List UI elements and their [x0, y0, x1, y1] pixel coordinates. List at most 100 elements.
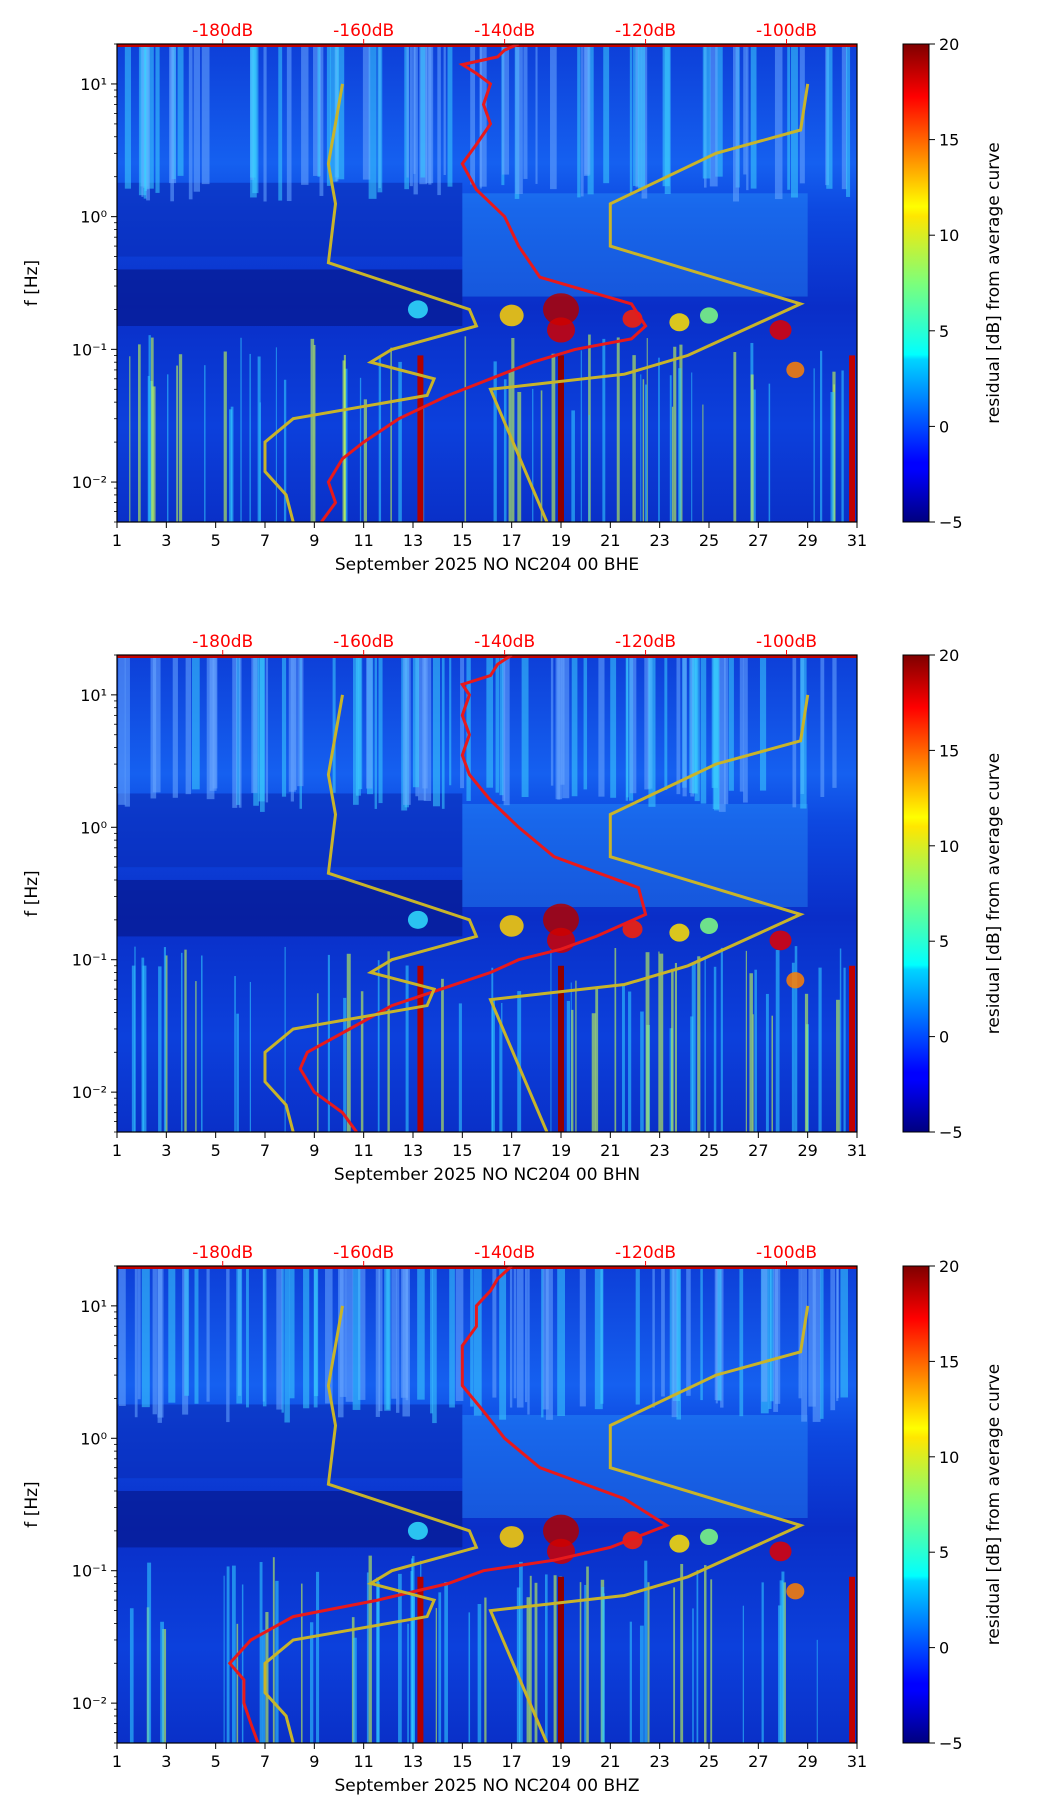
heatmap-blob — [786, 972, 805, 989]
heatmap-streak — [438, 1592, 442, 1743]
heatmap-blob — [543, 293, 579, 326]
db-tick-label: -160dB — [333, 1243, 394, 1263]
heatmap-streak — [378, 655, 383, 804]
heatmap-streak — [466, 655, 471, 801]
heatmap-streak — [297, 655, 304, 787]
heatmap-streak — [647, 1582, 650, 1743]
colorbar-tick-label: −5 — [939, 1734, 963, 1753]
x-tick-label: 27 — [748, 1752, 768, 1771]
heatmap-streak — [752, 1014, 754, 1132]
heatmap-streak — [319, 44, 324, 196]
heatmap-streak — [579, 1582, 582, 1743]
heatmap-streak — [160, 1621, 164, 1743]
heatmap-streak — [403, 655, 411, 805]
heatmap-streak — [671, 1266, 678, 1418]
heatmap-streak — [278, 44, 283, 201]
heatmap-streak — [131, 965, 136, 1132]
heatmap-streak — [148, 335, 151, 522]
heatmap-streak — [840, 1266, 848, 1398]
nlnm-line — [263, 1305, 479, 1743]
heatmap-blob — [499, 304, 524, 327]
heatmap-blob — [769, 1541, 792, 1562]
x-tick-label: 5 — [211, 1752, 221, 1771]
heatmap-streak — [801, 1266, 808, 1422]
heatmap-streak — [542, 1266, 549, 1410]
x-tick-label: 13 — [403, 1752, 423, 1771]
heatmap-streak — [664, 655, 668, 790]
heatmap-streak — [141, 1266, 150, 1408]
y-tick-label: 10⁻² — [72, 473, 107, 492]
heatmap-streak — [745, 950, 747, 1132]
heatmap-streak — [432, 1266, 437, 1424]
heatmap-streak — [441, 655, 445, 809]
heatmap-streak — [704, 1565, 707, 1743]
heatmap-streak — [524, 1266, 528, 1403]
x-tick-label: 17 — [501, 531, 521, 550]
heatmap-streak — [750, 374, 754, 522]
plot-frame — [116, 1265, 858, 1744]
heatmap-streak — [240, 337, 242, 522]
heatmap-streak — [152, 386, 156, 522]
heatmap-streak — [138, 344, 141, 522]
heatmap-streak — [645, 952, 650, 1132]
y-axis-label: f [Hz] — [22, 260, 42, 306]
y-tick-label: 10⁰ — [80, 818, 107, 837]
heatmap-streak — [692, 1608, 694, 1743]
heatmap-blob — [622, 920, 643, 939]
heatmap-streak — [150, 655, 157, 799]
db-tick-label: -120dB — [615, 21, 676, 41]
x-tick-label: 9 — [309, 1141, 319, 1160]
heatmap-streak — [749, 973, 753, 1132]
heatmap-streak — [676, 655, 681, 795]
y-tick-label: 10⁻¹ — [72, 951, 107, 970]
heatmap-streak — [155, 44, 160, 193]
db-tick-label: -160dB — [333, 21, 394, 41]
heatmap-region — [117, 1490, 463, 1548]
heatmap-streak — [284, 946, 286, 1132]
x-tick-label: 1 — [112, 531, 122, 550]
heatmap-streak — [541, 1266, 544, 1418]
x-tick-label: 9 — [309, 1752, 319, 1771]
db-tick-label: -100dB — [756, 1243, 817, 1263]
x-tick-label: 7 — [260, 1141, 270, 1160]
heatmap-streak — [192, 655, 200, 790]
heatmap-streak — [768, 1266, 772, 1409]
heatmap-streak — [193, 44, 200, 192]
heatmap-streak — [163, 947, 167, 1132]
heatmap-streak — [813, 368, 815, 522]
heatmap-streak — [259, 402, 261, 522]
heatmap-streak — [499, 1023, 502, 1132]
heatmap-streak — [167, 374, 169, 522]
x-tick-label: 27 — [748, 531, 768, 550]
heatmap-streak — [709, 44, 718, 187]
heatmap-streak — [534, 1582, 538, 1743]
colorbar-tick-label: 20 — [939, 646, 959, 665]
heatmap-streak — [516, 1587, 521, 1743]
heatmap-streak — [765, 993, 769, 1132]
heatmap-streak — [212, 655, 218, 789]
earthquake-line — [417, 965, 424, 1132]
heatmap-streak — [134, 946, 136, 1132]
heatmap-streak — [628, 991, 632, 1132]
heatmap-streak — [715, 1266, 718, 1404]
heatmap-streak — [579, 1266, 586, 1407]
heatmap-streak — [739, 1266, 744, 1417]
heatmap-region — [462, 193, 808, 297]
heatmap-streak — [603, 1593, 605, 1743]
heatmap-streak — [376, 1581, 380, 1743]
heatmap-streak — [316, 993, 319, 1132]
x-axis-label: September 2025 NO NC204 00 BHZ — [334, 1776, 639, 1796]
y-tick-label: 10⁰ — [80, 208, 107, 227]
heatmap-streak — [659, 953, 664, 1132]
heatmap-streak — [146, 44, 150, 201]
heatmap-streak — [820, 350, 823, 522]
heatmap-streak — [629, 655, 637, 794]
heatmap-region — [462, 803, 808, 908]
heatmap-streak — [201, 955, 203, 1132]
heatmap-streak — [387, 951, 390, 1132]
heatmap-streak — [435, 1608, 437, 1743]
heatmap-streak — [664, 44, 671, 195]
heatmap-streak — [614, 948, 617, 1132]
heatmap-streak — [503, 655, 510, 806]
heatmap-streak — [513, 1266, 517, 1399]
